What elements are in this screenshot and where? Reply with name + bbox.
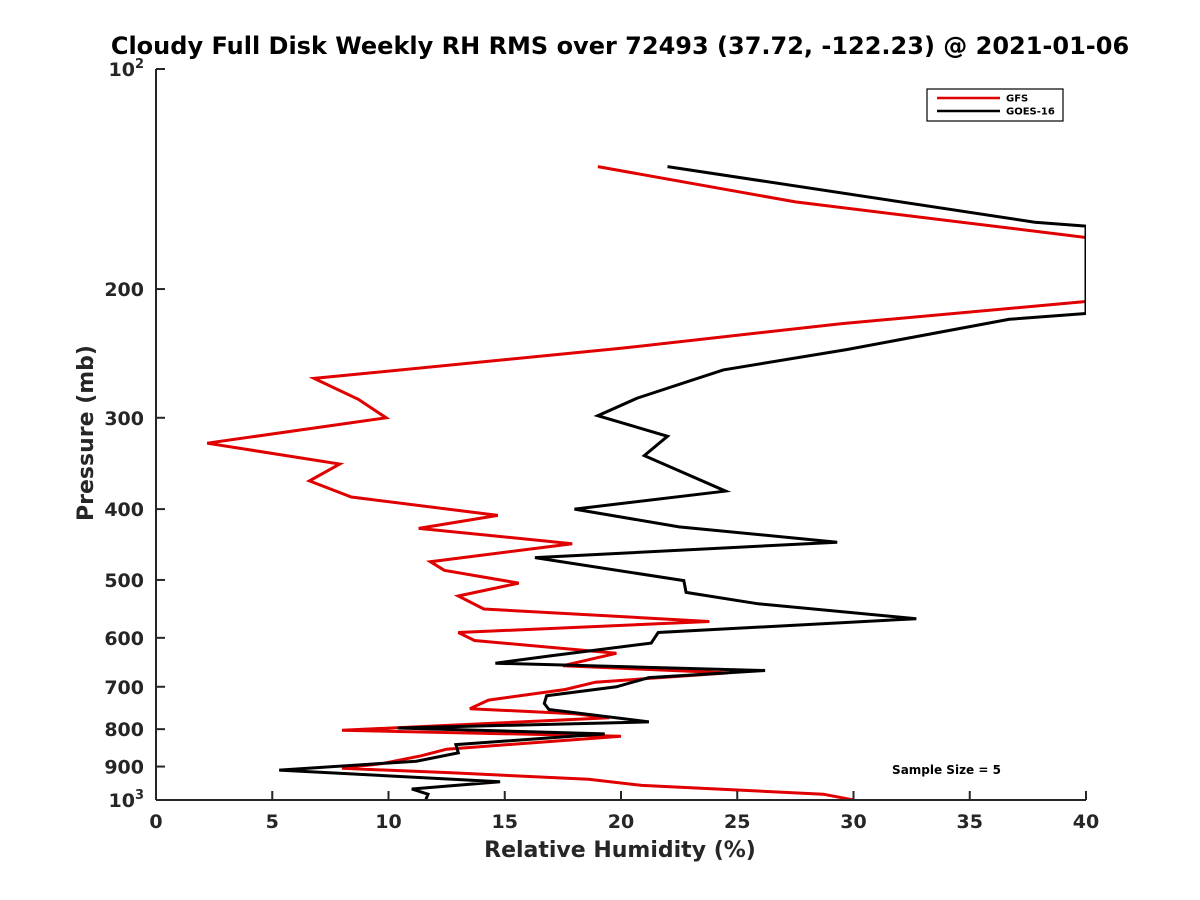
series-line-gfs	[206, 165, 1086, 800]
x-tick-label: 40	[1073, 811, 1099, 833]
y-tick-label: 800	[104, 719, 144, 741]
legend: GFS GOES-16	[926, 88, 1064, 122]
x-tick-label: 25	[724, 811, 750, 833]
y-tick-label: 700	[104, 677, 144, 699]
x-tick-label: 10	[375, 811, 401, 833]
y-tick-label: 300	[104, 408, 144, 430]
x-tick-label: 15	[492, 811, 518, 833]
x-tick-label: 30	[840, 811, 866, 833]
legend-box	[926, 88, 1064, 122]
x-tick-label: 20	[608, 811, 634, 833]
y-tick-label: 500	[104, 570, 144, 592]
y-tick-label: 103	[109, 788, 145, 812]
series-line-goes16	[279, 165, 1086, 800]
y-tick-label: 200	[104, 279, 144, 301]
axes-group: 0 5 10 15 20 25 30 35 40 102 200 300 400 500 600 700 800…	[104, 57, 1099, 833]
sample-size-annotation: Sample Size = 5	[892, 763, 1001, 777]
y-tick-label: 102	[109, 57, 145, 81]
y-tick-label: 400	[104, 499, 144, 521]
x-tick-label: 0	[149, 811, 162, 833]
legend-label-gfs: GFS	[1006, 94, 1028, 105]
x-axis-label: Relative Humidity (%)	[484, 838, 756, 863]
chart-title: Cloudy Full Disk Weekly RH RMS over 7249…	[111, 32, 1129, 60]
y-axis-label: Pressure (mb)	[74, 345, 99, 521]
y-tick-label: 600	[104, 628, 144, 650]
y-tick-label: 900	[104, 757, 144, 779]
x-tick-label: 35	[957, 811, 983, 833]
x-tick-label: 5	[266, 811, 279, 833]
plot-lines-group	[206, 165, 1086, 800]
legend-label-goes16: GOES-16	[1006, 107, 1055, 118]
